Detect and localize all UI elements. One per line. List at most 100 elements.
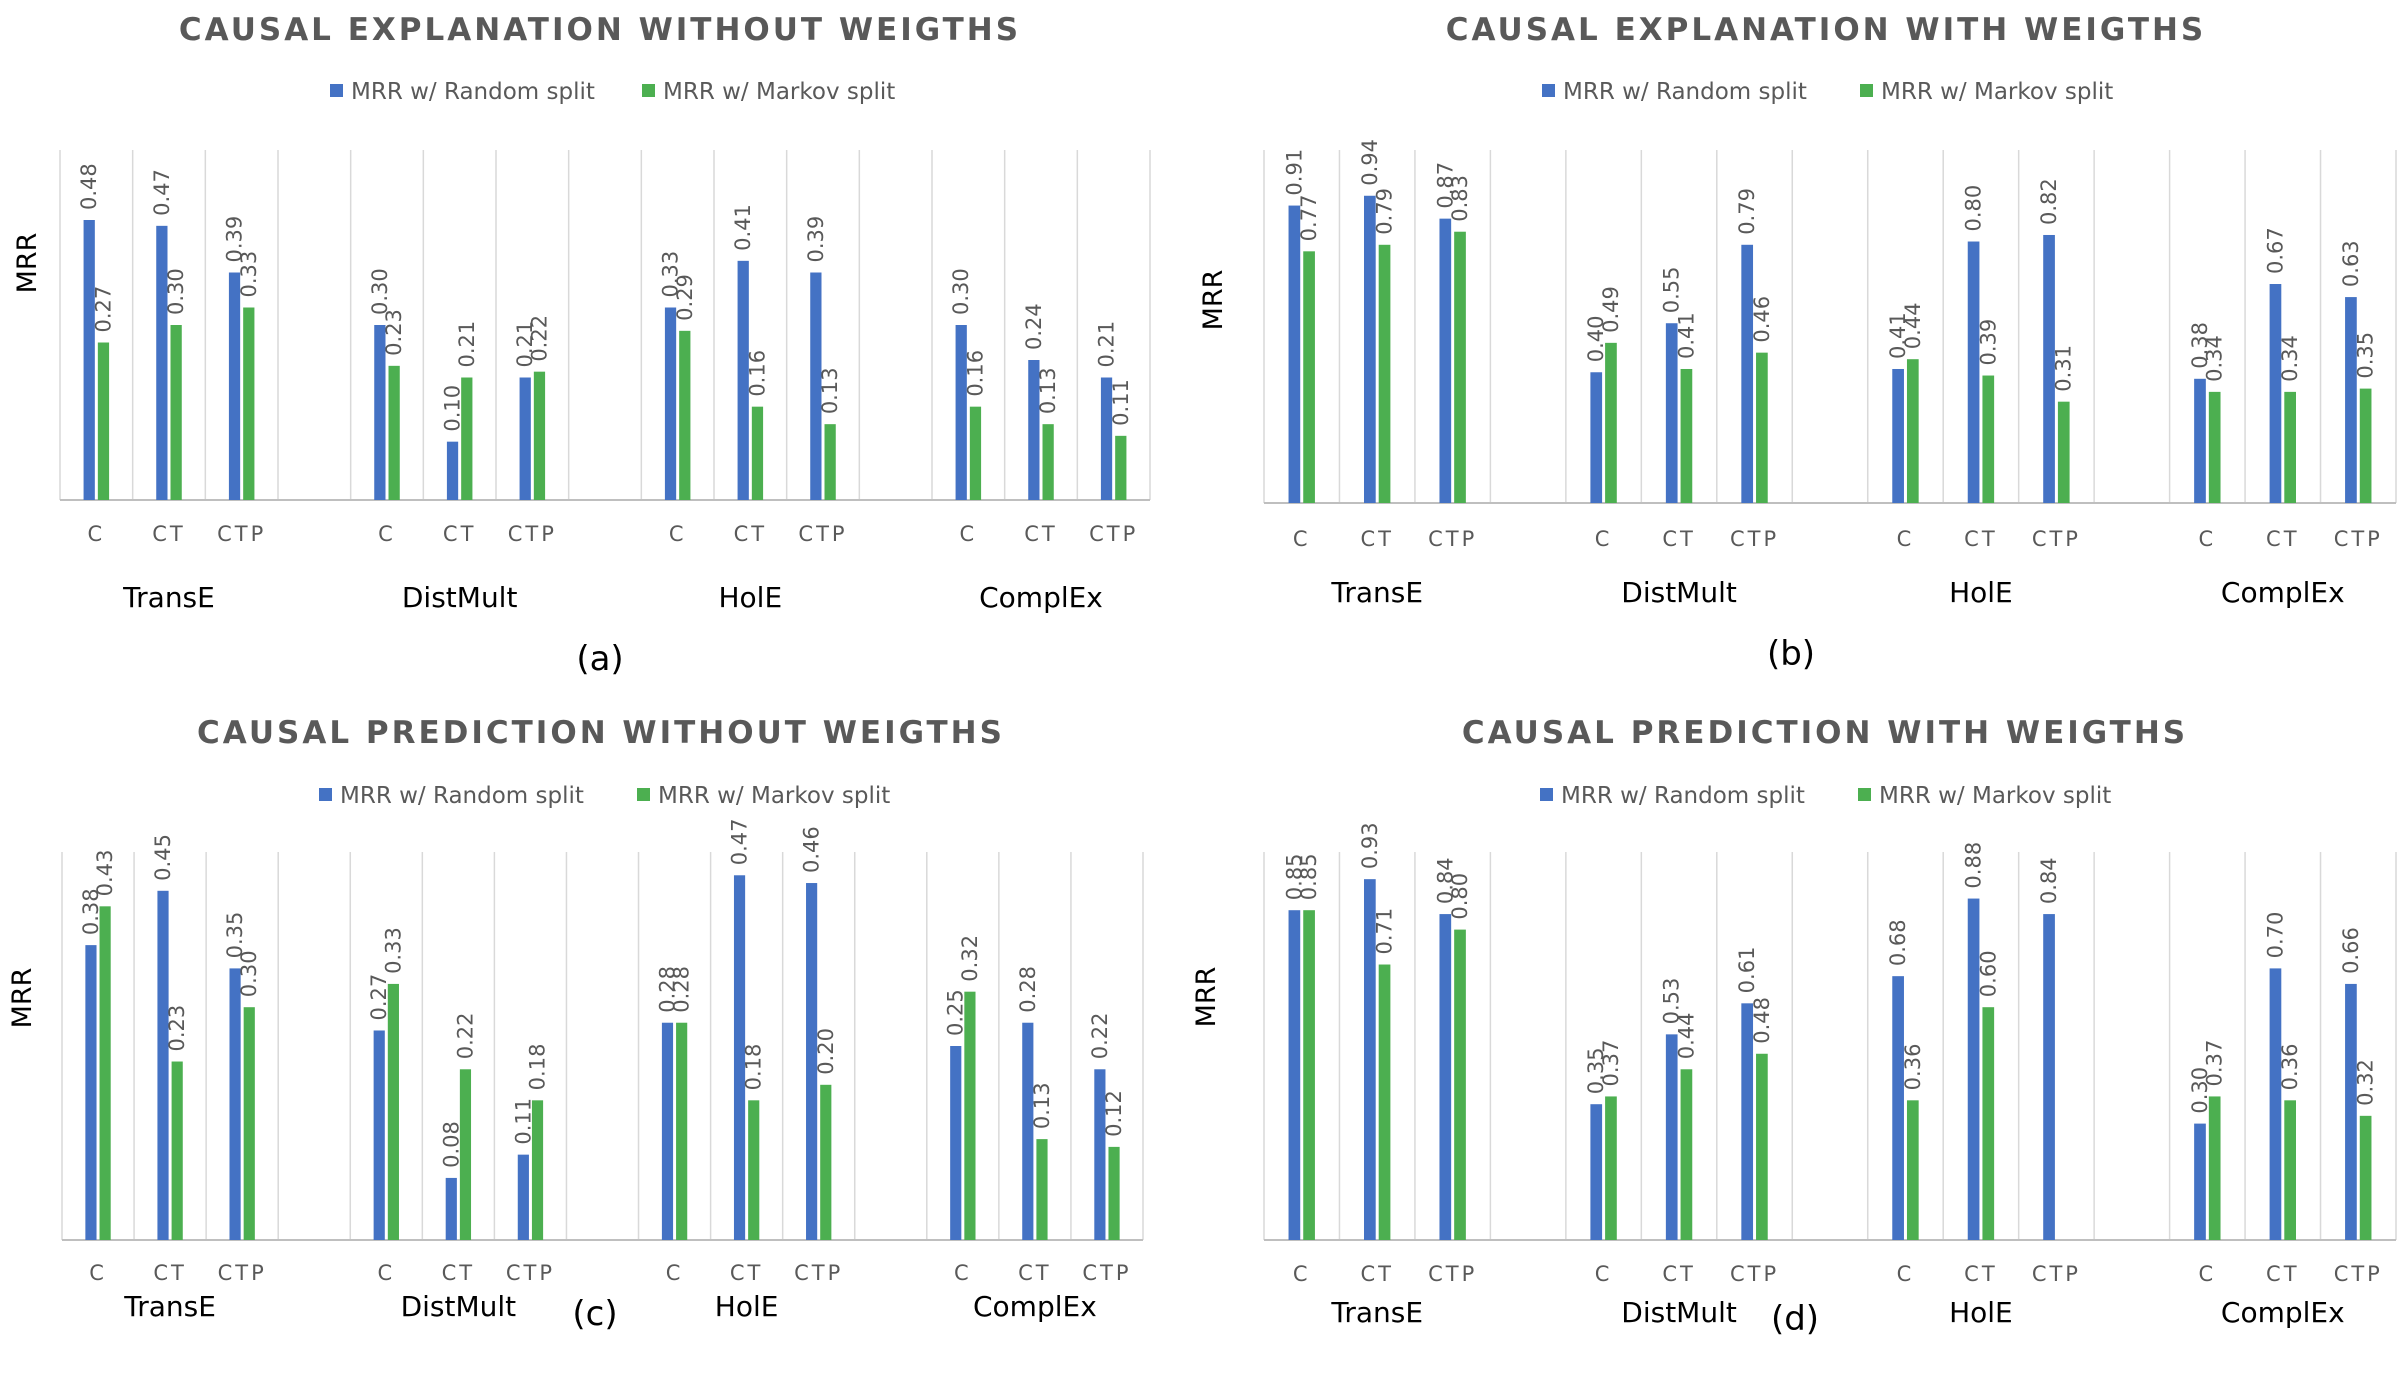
group-label-transe: TransE — [122, 581, 215, 614]
group-label-complex: ComplEx — [2221, 1296, 2345, 1329]
category-tick-label: CT — [734, 522, 768, 546]
bar-distmult-c-markov — [387, 983, 399, 1240]
data-label: 0.18 — [526, 1044, 550, 1091]
category-tick-label: CTP — [508, 522, 557, 546]
group-label-complex: ComplEx — [2221, 576, 2345, 609]
data-label: 0.22 — [1088, 1013, 1112, 1060]
bar-transe-ctp-markov — [1454, 929, 1466, 1240]
data-label: 0.11 — [511, 1098, 535, 1145]
bar-complex-ctp-random — [2345, 297, 2357, 503]
y-axis-label: MRR — [7, 968, 38, 1029]
data-label: 0.48 — [1750, 997, 1774, 1044]
group-label-hole: HolE — [1949, 1296, 2013, 1329]
bar-hole-ct-markov — [1982, 1007, 1995, 1240]
bar-complex-c-markov — [964, 991, 976, 1240]
bar-complex-ctp-markov — [2359, 388, 2372, 503]
bar-transe-c-markov — [97, 342, 110, 500]
bar-hole-c-markov — [1906, 359, 1919, 503]
data-label: 0.21 — [1095, 321, 1119, 368]
data-label: 0.12 — [1102, 1090, 1126, 1137]
bar-transe-ct-random — [156, 225, 168, 501]
category-tick-label: CTP — [1428, 1262, 1477, 1286]
y-axis-label: MRR — [1191, 967, 1222, 1028]
bar-distmult-ctp-random — [519, 377, 531, 500]
data-label: 0.30 — [237, 950, 261, 997]
category-tick-label: CTP — [798, 522, 847, 546]
chart-panel-1: CAUSAL EXPLANATION WITH WEIGTHS MRR w/ Ra… — [1198, 12, 2397, 674]
bar-transe-ct-markov — [1378, 244, 1391, 503]
bar-distmult-ct-random — [1665, 1034, 1678, 1240]
data-label: 0.40 — [1584, 315, 1608, 362]
data-label: 0.94 — [1358, 139, 1382, 186]
bar-transe-ctp-markov — [1454, 231, 1466, 504]
data-label: 0.38 — [2188, 322, 2212, 369]
data-label: 0.79 — [1735, 188, 1759, 235]
category-tick-label: CTP — [218, 1261, 267, 1285]
data-label: 0.10 — [441, 385, 465, 432]
data-label: 0.25 — [944, 989, 968, 1036]
group-label-transe: TransE — [1330, 576, 1423, 609]
data-label: 0.13 — [818, 367, 842, 414]
bar-complex-ct-markov — [2284, 391, 2296, 503]
data-label: 0.32 — [958, 935, 982, 982]
data-label: 0.66 — [2339, 927, 2363, 974]
bar-hole-ctp-random — [806, 883, 818, 1240]
category-tick-label: C — [1595, 1262, 1613, 1286]
data-label: 0.79 — [1373, 188, 1397, 235]
bar-complex-ctp-random — [2345, 983, 2357, 1240]
data-label: 0.28 — [1016, 966, 1040, 1013]
data-label: 0.23 — [165, 1005, 189, 1052]
data-label: 0.77 — [1297, 195, 1321, 242]
bar-distmult-ctp-random — [517, 1154, 529, 1240]
category-tick-label: CTP — [794, 1261, 843, 1285]
legend-swatch-random — [330, 84, 343, 97]
data-label: 0.30 — [368, 268, 392, 315]
bar-transe-ctp-random — [229, 968, 241, 1240]
data-label: 0.60 — [1976, 950, 2000, 997]
bar-hole-ct-markov — [748, 1100, 760, 1240]
legend-swatch-random — [1542, 84, 1555, 97]
data-label: 0.35 — [223, 912, 247, 959]
bar-hole-c-random — [1892, 368, 1904, 503]
data-label: 0.84 — [1433, 857, 1457, 904]
category-tick-label: C — [1293, 527, 1311, 551]
bar-hole-ct-markov — [751, 406, 764, 500]
bar-complex-ctp-random — [1100, 377, 1113, 500]
category-tick-label: C — [89, 1261, 107, 1285]
data-label: 0.33 — [237, 251, 261, 298]
bar-complex-ct-random — [2269, 968, 2282, 1240]
bar-complex-ctp-markov — [1108, 1146, 1120, 1240]
data-label: 0.35 — [2354, 332, 2378, 379]
data-label: 0.31 — [2052, 345, 2076, 392]
data-label: 0.37 — [2203, 1040, 2227, 1087]
data-label: 0.18 — [742, 1044, 766, 1091]
data-label: 0.44 — [1674, 1013, 1698, 1060]
group-label-distmult: DistMult — [1621, 1296, 1737, 1329]
data-label: 0.70 — [2263, 912, 2287, 959]
data-label: 0.43 — [93, 850, 117, 897]
group-label-distmult: DistMult — [1621, 576, 1737, 609]
data-label: 0.46 — [800, 826, 824, 873]
data-label: 0.24 — [1022, 303, 1046, 350]
category-tick-label: C — [377, 1261, 395, 1285]
data-label: 0.83 — [1448, 175, 1472, 222]
legend-label-markov: MRR w/ Markov split — [663, 79, 895, 105]
bar-distmult-c-markov — [388, 365, 400, 500]
bar-distmult-ctp-markov — [1756, 1053, 1768, 1240]
data-label: 0.28 — [655, 966, 679, 1013]
data-label: 0.34 — [2203, 335, 2227, 382]
legend-swatch-random — [1540, 788, 1553, 801]
data-label: 0.39 — [804, 216, 828, 263]
bar-transe-ct-random — [1364, 879, 1376, 1240]
data-label: 0.80 — [1962, 185, 1986, 232]
category-tick-label: CT — [1360, 527, 1394, 551]
category-tick-label: CTP — [1730, 1262, 1779, 1286]
data-label: 0.16 — [745, 350, 769, 397]
category-tick-label: CT — [1360, 1262, 1394, 1286]
data-label: 0.35 — [1584, 1047, 1608, 1094]
group-label-distmult: DistMult — [402, 581, 518, 614]
bar-complex-c-random — [955, 325, 967, 500]
bar-hole-c-random — [1892, 976, 1904, 1240]
bar-transe-ct-markov — [171, 1061, 183, 1240]
